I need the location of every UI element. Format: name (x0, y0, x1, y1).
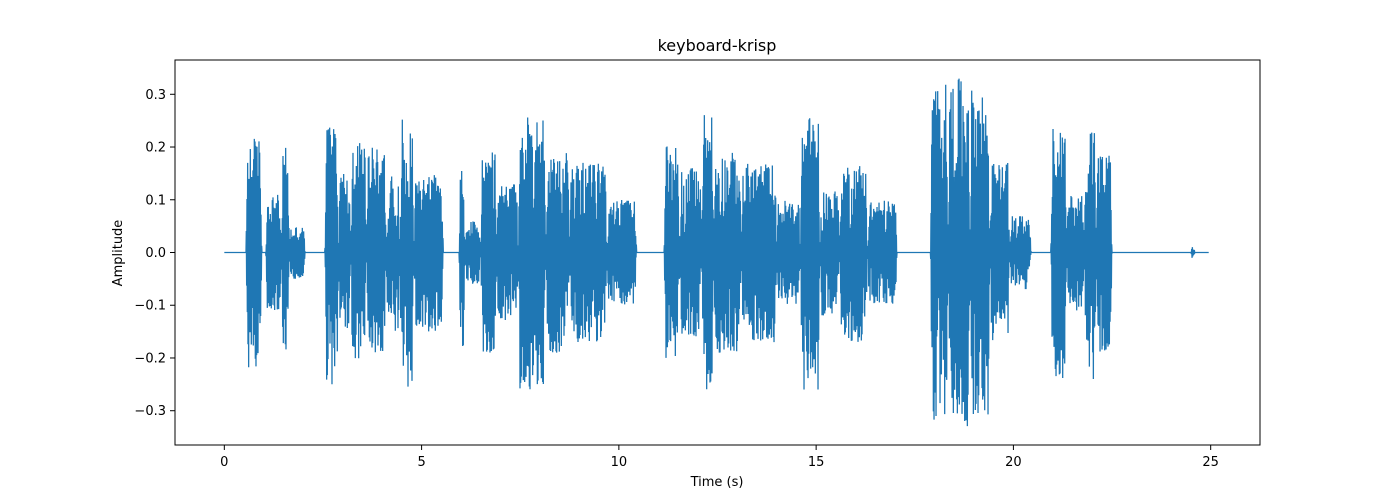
x-axis-label: Time (s) (690, 475, 744, 490)
x-tick-label: 10 (611, 455, 628, 470)
waveform-line (224, 78, 1209, 427)
x-tick-label: 25 (1202, 455, 1219, 470)
y-tick-label: 0.1 (145, 193, 166, 208)
x-tick-label: 20 (1005, 455, 1022, 470)
x-tick-label: 0 (220, 455, 228, 470)
y-tick-label: 0.2 (145, 141, 166, 156)
y-axis: −0.3 −0.2 −0.1 0.0 0.1 0.2 0.3 (134, 88, 175, 419)
y-tick-label: −0.2 (134, 351, 166, 366)
chart-title: keyboard-krisp (658, 36, 777, 55)
y-axis-label: Amplitude (111, 220, 126, 287)
y-tick-label: −0.3 (134, 404, 166, 419)
x-tick-label: 15 (808, 455, 825, 470)
x-tick-label: 5 (417, 455, 425, 470)
y-tick-label: −0.1 (134, 299, 166, 314)
y-tick-label: 0.0 (145, 246, 166, 261)
plot-area (224, 78, 1209, 427)
y-tick-label: 0.3 (145, 88, 166, 103)
x-axis: 0 5 10 15 20 25 (220, 445, 1219, 470)
